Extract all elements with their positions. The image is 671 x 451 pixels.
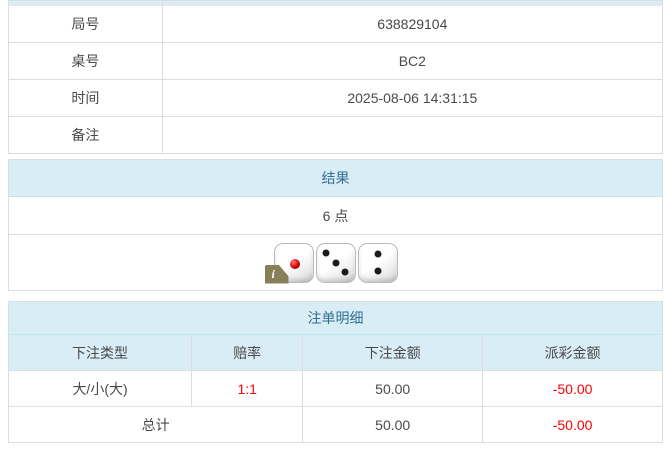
bet-panel-title: 注单明细 xyxy=(8,301,663,335)
col-header-bet-type: 下注类型 xyxy=(7,334,193,371)
remark-value xyxy=(161,116,664,154)
table-header-row: 下注类型 赔率 下注金额 派彩金额 xyxy=(7,334,663,371)
die-2 xyxy=(315,242,356,283)
table-row: 局号 638829104 xyxy=(8,5,664,43)
dice-group: i xyxy=(264,242,398,284)
page: 局号 638829104 桌号 BC2 时间 2025-08-06 14:31:… xyxy=(7,0,664,443)
col-header-payout: 派彩金额 xyxy=(482,334,663,371)
odds-value: 1:1 xyxy=(191,370,304,407)
total-label: 总计 xyxy=(7,406,304,443)
table-row: 备注 xyxy=(8,116,664,154)
table-row: 大/小(大) 1:1 50.00 -50.00 xyxy=(7,370,663,407)
bet-details-table: 注单明细 下注类型 赔率 下注金额 派彩金额 大/小(大) 1:1 50.00 … xyxy=(7,301,663,443)
dice-row: i xyxy=(8,234,663,291)
table-row: 时间 2025-08-06 14:31:15 xyxy=(8,79,664,117)
table-row: 桌号 BC2 xyxy=(8,42,664,80)
payout-value: -50.00 xyxy=(482,370,663,407)
bet-amount-value: 50.00 xyxy=(302,370,484,407)
total-bet-amount: 50.00 xyxy=(302,406,484,443)
round-info-table: 局号 638829104 桌号 BC2 时间 2025-08-06 14:31:… xyxy=(8,0,664,154)
table-id-label: 桌号 xyxy=(8,42,163,80)
table-id-value: BC2 xyxy=(161,42,664,80)
table-row: 注单明细 xyxy=(8,301,663,335)
bet-type-value: 大/小(大) xyxy=(7,370,193,407)
total-row: 总计 50.00 -50.00 xyxy=(7,406,663,443)
table-row: 6 点 xyxy=(8,196,663,235)
remark-label: 备注 xyxy=(8,116,163,154)
table-row: 结果 xyxy=(8,159,663,197)
col-header-odds: 赔率 xyxy=(191,334,304,371)
time-value: 2025-08-06 14:31:15 xyxy=(161,79,664,117)
total-payout: -50.00 xyxy=(482,406,663,443)
table-row: i xyxy=(8,234,663,291)
col-header-bet-amount: 下注金额 xyxy=(302,334,484,371)
result-points: 6 点 xyxy=(8,196,663,235)
result-panel-title: 结果 xyxy=(8,159,663,197)
result-panel: 结果 6 点 i xyxy=(8,159,663,291)
round-id-value: 638829104 xyxy=(161,5,664,43)
time-label: 时间 xyxy=(8,79,163,117)
round-id-label: 局号 xyxy=(8,5,163,43)
die-3 xyxy=(357,242,398,283)
